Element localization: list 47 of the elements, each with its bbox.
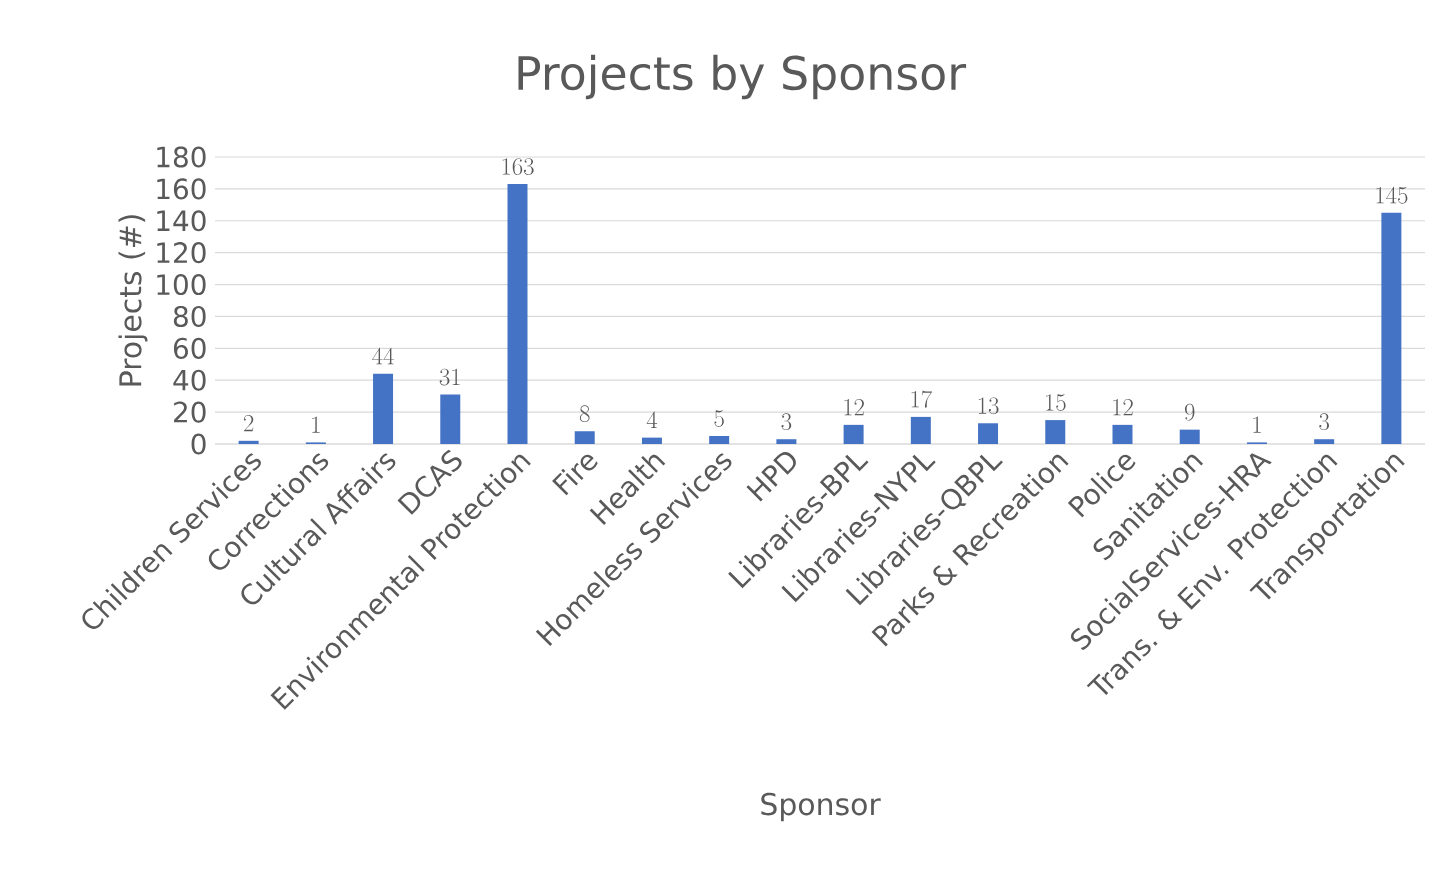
data-label: 9	[1184, 403, 1195, 421]
y-tick-label: 180	[157, 146, 206, 168]
y-axis-title: Projects (#)	[118, 215, 148, 386]
data-label: 4	[646, 411, 658, 429]
data-label: 8	[579, 405, 590, 423]
data-label: 1	[1253, 416, 1261, 433]
bar	[238, 440, 259, 444]
bar	[507, 184, 528, 444]
y-tick-label: 100	[157, 274, 206, 296]
y-tick-label: 0	[191, 433, 206, 455]
bar	[574, 431, 595, 444]
x-axis-title: Sponsor	[761, 792, 881, 822]
data-label: 44	[372, 347, 394, 365]
data-label: 17	[911, 390, 932, 408]
y-tick-label: 20	[174, 401, 206, 423]
data-label: 5	[714, 410, 724, 427]
bar	[843, 424, 864, 444]
data-label: 3	[781, 413, 792, 431]
bar	[641, 437, 662, 444]
y-tick-label: 80	[173, 305, 206, 327]
bar	[1112, 424, 1133, 444]
data-label: 15	[1046, 394, 1066, 411]
bar	[709, 436, 730, 444]
data-label: 1	[312, 416, 320, 433]
bar	[440, 394, 461, 444]
bar	[1314, 439, 1335, 444]
y-tick-label: 120	[157, 242, 206, 264]
bar	[1045, 420, 1066, 444]
chart-title: Projects by Sponsor	[518, 54, 967, 100]
y-tick-label: 60	[173, 337, 206, 359]
bar	[978, 423, 999, 444]
data-label: 163	[502, 158, 534, 175]
y-tick-label: 40	[173, 369, 206, 391]
data-label: 31	[439, 368, 460, 386]
bar	[1381, 212, 1402, 444]
data-label: 12	[1113, 398, 1133, 416]
bar	[776, 439, 797, 444]
data-label: 2	[243, 414, 254, 432]
bar	[910, 416, 931, 444]
data-label: 12	[844, 398, 864, 416]
bar	[373, 373, 394, 444]
y-tick-label: 140	[157, 210, 206, 232]
data-label: 145	[1376, 186, 1408, 204]
data-label: 13	[978, 397, 999, 415]
data-label: 3	[1319, 413, 1330, 431]
y-tick-label: 160	[157, 178, 206, 200]
bar	[1179, 429, 1200, 444]
